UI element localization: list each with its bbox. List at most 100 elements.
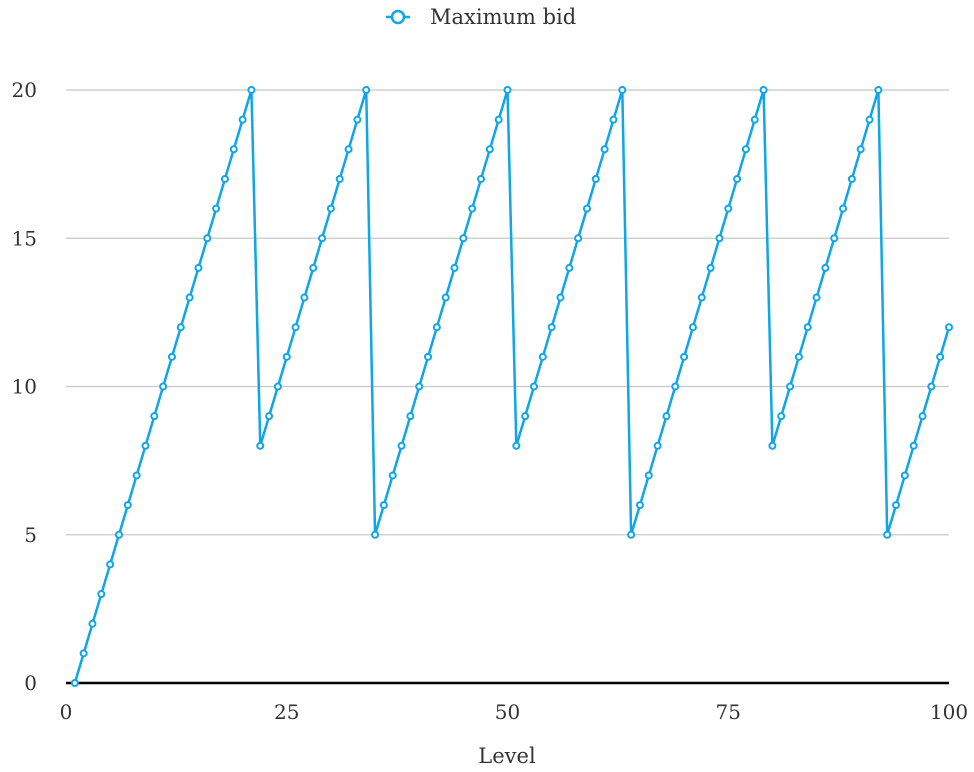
data-point[interactable] (485, 145, 494, 154)
data-point[interactable] (812, 293, 821, 302)
data-point[interactable] (883, 530, 892, 539)
data-point[interactable] (238, 115, 247, 124)
data-point[interactable] (856, 145, 865, 154)
data-point[interactable] (715, 234, 724, 243)
data-point[interactable] (468, 204, 477, 213)
data-point[interactable] (847, 174, 856, 183)
data-point[interactable] (424, 352, 433, 361)
data-point[interactable] (733, 174, 742, 183)
data-point[interactable] (900, 471, 909, 480)
data-point[interactable] (839, 204, 848, 213)
data-point[interactable] (830, 234, 839, 243)
data-point[interactable] (79, 649, 88, 658)
data-point[interactable] (653, 441, 662, 450)
data-point[interactable] (70, 679, 79, 687)
data-point[interactable] (167, 352, 176, 361)
data-point[interactable] (141, 441, 150, 450)
data-point[interactable] (671, 382, 680, 391)
data-point[interactable] (326, 204, 335, 213)
data-point[interactable] (644, 471, 653, 480)
data-point[interactable] (582, 204, 591, 213)
data-point[interactable] (300, 293, 309, 302)
data-point[interactable] (609, 115, 618, 124)
data-point[interactable] (741, 145, 750, 154)
data-point[interactable] (114, 530, 123, 539)
data-point[interactable] (176, 323, 185, 332)
data-point[interactable] (282, 352, 291, 361)
data-point[interactable] (229, 145, 238, 154)
data-point[interactable] (538, 352, 547, 361)
data-point[interactable] (256, 441, 265, 450)
data-point[interactable] (273, 382, 282, 391)
data-point[interactable] (185, 293, 194, 302)
data-point[interactable] (521, 412, 530, 421)
data-point[interactable] (406, 412, 415, 421)
data-point[interactable] (574, 234, 583, 243)
data-point[interactable] (865, 115, 874, 124)
data-point[interactable] (927, 382, 936, 391)
data-point[interactable] (106, 560, 115, 569)
data-point[interactable] (503, 86, 512, 94)
data-point[interactable] (706, 263, 715, 272)
data-point[interactable] (945, 323, 953, 332)
data-point[interactable] (97, 590, 106, 599)
data-point[interactable] (371, 530, 380, 539)
data-point[interactable] (291, 323, 300, 332)
data-point[interactable] (512, 441, 521, 450)
data-point[interactable] (892, 501, 901, 510)
data-point[interactable] (397, 441, 406, 450)
data-point[interactable] (194, 263, 203, 272)
data-point[interactable] (265, 412, 274, 421)
data-point[interactable] (379, 501, 388, 510)
data-point[interactable] (724, 204, 733, 213)
data-point[interactable] (591, 174, 600, 183)
data-point[interactable] (697, 293, 706, 302)
data-point[interactable] (909, 441, 918, 450)
data-point[interactable] (635, 501, 644, 510)
data-point[interactable] (220, 174, 229, 183)
data-point[interactable] (556, 293, 565, 302)
data-point[interactable] (759, 86, 768, 94)
data-point[interactable] (441, 293, 450, 302)
data-point[interactable] (318, 234, 327, 243)
data-point[interactable] (918, 412, 927, 421)
data-point[interactable] (821, 263, 830, 272)
data-point[interactable] (874, 86, 883, 94)
data-point[interactable] (529, 382, 538, 391)
data-point[interactable] (132, 471, 141, 480)
data-point[interactable] (353, 115, 362, 124)
data-point[interactable] (123, 501, 132, 510)
legend[interactable]: Maximum bid (386, 5, 576, 29)
data-point[interactable] (477, 174, 486, 183)
data-point[interactable] (688, 323, 697, 332)
data-point[interactable] (786, 382, 795, 391)
data-point[interactable] (803, 323, 812, 332)
data-point[interactable] (415, 382, 424, 391)
data-point[interactable] (547, 323, 556, 332)
data-point[interactable] (335, 174, 344, 183)
data-point[interactable] (794, 352, 803, 361)
data-point[interactable] (150, 412, 159, 421)
data-point[interactable] (600, 145, 609, 154)
data-point[interactable] (212, 204, 221, 213)
data-point[interactable] (459, 234, 468, 243)
data-point[interactable] (450, 263, 459, 272)
data-point[interactable] (159, 382, 168, 391)
data-point[interactable] (627, 530, 636, 539)
data-point[interactable] (362, 86, 371, 94)
data-point[interactable] (750, 115, 759, 124)
data-point[interactable] (680, 352, 689, 361)
data-point[interactable] (936, 352, 945, 361)
data-point[interactable] (662, 412, 671, 421)
data-point[interactable] (777, 412, 786, 421)
data-point[interactable] (618, 86, 627, 94)
data-point[interactable] (309, 263, 318, 272)
data-point[interactable] (344, 145, 353, 154)
data-point[interactable] (768, 441, 777, 450)
data-point[interactable] (432, 323, 441, 332)
data-point[interactable] (565, 263, 574, 272)
data-point[interactable] (88, 619, 97, 628)
data-point[interactable] (388, 471, 397, 480)
data-point[interactable] (494, 115, 503, 124)
data-point[interactable] (247, 86, 256, 94)
